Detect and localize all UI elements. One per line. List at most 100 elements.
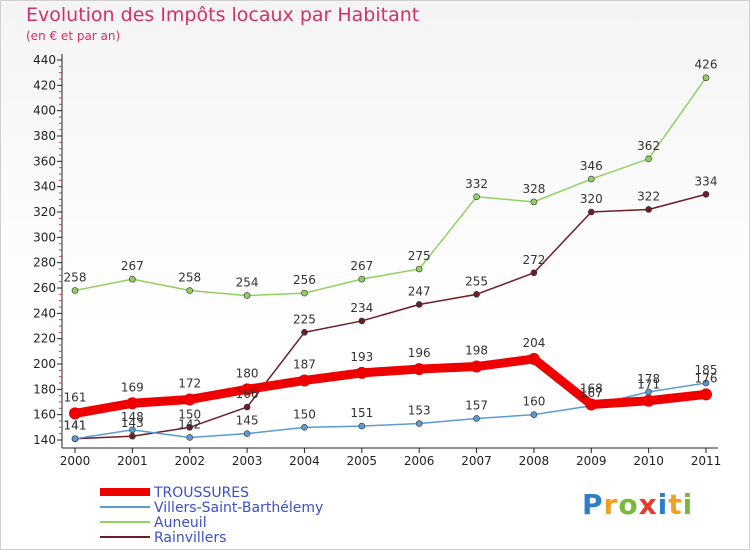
y-tick-label: 140 (33, 433, 56, 447)
y-tick-label: 420 (33, 78, 56, 92)
data-point (301, 424, 308, 431)
series-2 (71, 74, 710, 299)
data-label: 254 (236, 276, 259, 290)
logo-letter: t (668, 488, 683, 521)
series-line (70, 354, 711, 418)
x-tick-label: 2006 (404, 454, 435, 468)
data-point (530, 411, 538, 418)
data-point (587, 175, 595, 183)
data-label: 198 (465, 344, 488, 358)
data-point (470, 360, 483, 373)
data-label: 196 (408, 346, 431, 360)
data-label: 267 (121, 259, 144, 273)
data-point (301, 329, 308, 336)
x-tick-label: 2010 (633, 454, 664, 468)
data-labels: 161 169 172 180 187 193 196 198 204 168 171 176 141 1… (64, 58, 718, 433)
y-tick-label: 360 (33, 154, 56, 168)
data-label: 334 (695, 174, 718, 188)
data-label: 171 (637, 378, 660, 392)
data-point (702, 74, 710, 82)
data-point (241, 383, 254, 396)
data-point (71, 435, 79, 443)
legend-label: TROUSSURES (153, 485, 249, 501)
legend: TROUSSURESVillers-Saint-BarthélemyAuneui… (100, 485, 323, 546)
data-point (473, 415, 480, 422)
y-tick-label: 440 (33, 53, 56, 67)
data-label: 362 (637, 139, 660, 153)
data-label: 172 (178, 376, 201, 390)
data-point (186, 434, 194, 441)
x-tick-label: 2001 (117, 454, 148, 468)
data-point (129, 275, 136, 283)
data-label: 328 (522, 182, 545, 196)
data-point (415, 301, 423, 308)
data-label: 169 (121, 380, 144, 394)
x-tick-label: 2009 (576, 454, 607, 468)
data-point (415, 265, 423, 273)
data-point (129, 426, 136, 434)
data-label: 255 (465, 274, 488, 288)
y-tick-label: 260 (33, 281, 56, 295)
x-tick-label: 2005 (347, 454, 378, 468)
data-point (186, 424, 194, 431)
logo-letter: r (603, 488, 619, 521)
legend-item-1: Villers-Saint-Barthélemy (100, 500, 323, 516)
data-point (355, 366, 368, 379)
data-point (186, 287, 194, 294)
data-label: 256 (293, 273, 316, 287)
chart-subtitle: (en € et par an) (26, 29, 121, 43)
data-label: 160 (522, 395, 545, 409)
data-label: 176 (695, 371, 718, 385)
data-label: 185 (695, 363, 718, 377)
data-label: 150 (178, 407, 201, 421)
data-label: 142 (178, 417, 201, 431)
series-layer (69, 74, 712, 443)
data-point (183, 393, 196, 406)
series-1 (71, 379, 710, 443)
data-point (415, 420, 423, 427)
data-point (700, 388, 712, 401)
legend-item-3: Rainvillers (100, 530, 226, 546)
y-tick-label: 180 (33, 382, 56, 396)
data-label: 322 (637, 189, 660, 203)
x-tick-label: 2007 (461, 454, 492, 468)
logo-letter: o (618, 488, 639, 521)
data-label: 426 (695, 58, 718, 72)
data-point (243, 403, 251, 411)
data-label: 320 (580, 192, 603, 206)
x-tick-label: 2011 (691, 454, 722, 468)
data-label: 225 (293, 312, 316, 326)
data-point (358, 275, 366, 283)
y-tick-label: 160 (33, 408, 56, 422)
data-point (530, 269, 538, 277)
data-point (645, 155, 652, 163)
data-point (126, 397, 139, 410)
data-label: 141 (64, 419, 87, 433)
logo-letter: i (682, 488, 694, 521)
logo-letter: i (657, 488, 669, 521)
data-point (243, 430, 251, 437)
data-label: 258 (64, 271, 87, 285)
data-point (530, 198, 538, 206)
data-point (358, 317, 366, 325)
data-label: 193 (350, 350, 373, 364)
data-label: 180 (236, 366, 259, 380)
legend-label: Villers-Saint-Barthélemy (154, 500, 323, 516)
x-tick-label: 2000 (60, 454, 91, 468)
data-label: 161 (64, 390, 87, 404)
legend-label: Rainvillers (154, 530, 226, 546)
data-point (702, 190, 710, 198)
data-point (585, 398, 598, 411)
logo-letter: x (638, 488, 658, 521)
y-tick-label: 300 (33, 230, 56, 244)
y-tick-label: 340 (33, 180, 56, 194)
data-point (587, 208, 595, 216)
chart-title: Evolution des Impôts locaux par Habitant (26, 4, 420, 26)
data-label: 187 (293, 357, 316, 371)
series-0 (69, 352, 712, 420)
y-tick-label: 200 (33, 357, 56, 371)
data-label: 143 (121, 416, 144, 430)
data-point (473, 193, 480, 201)
x-tick-label: 2008 (519, 454, 550, 468)
